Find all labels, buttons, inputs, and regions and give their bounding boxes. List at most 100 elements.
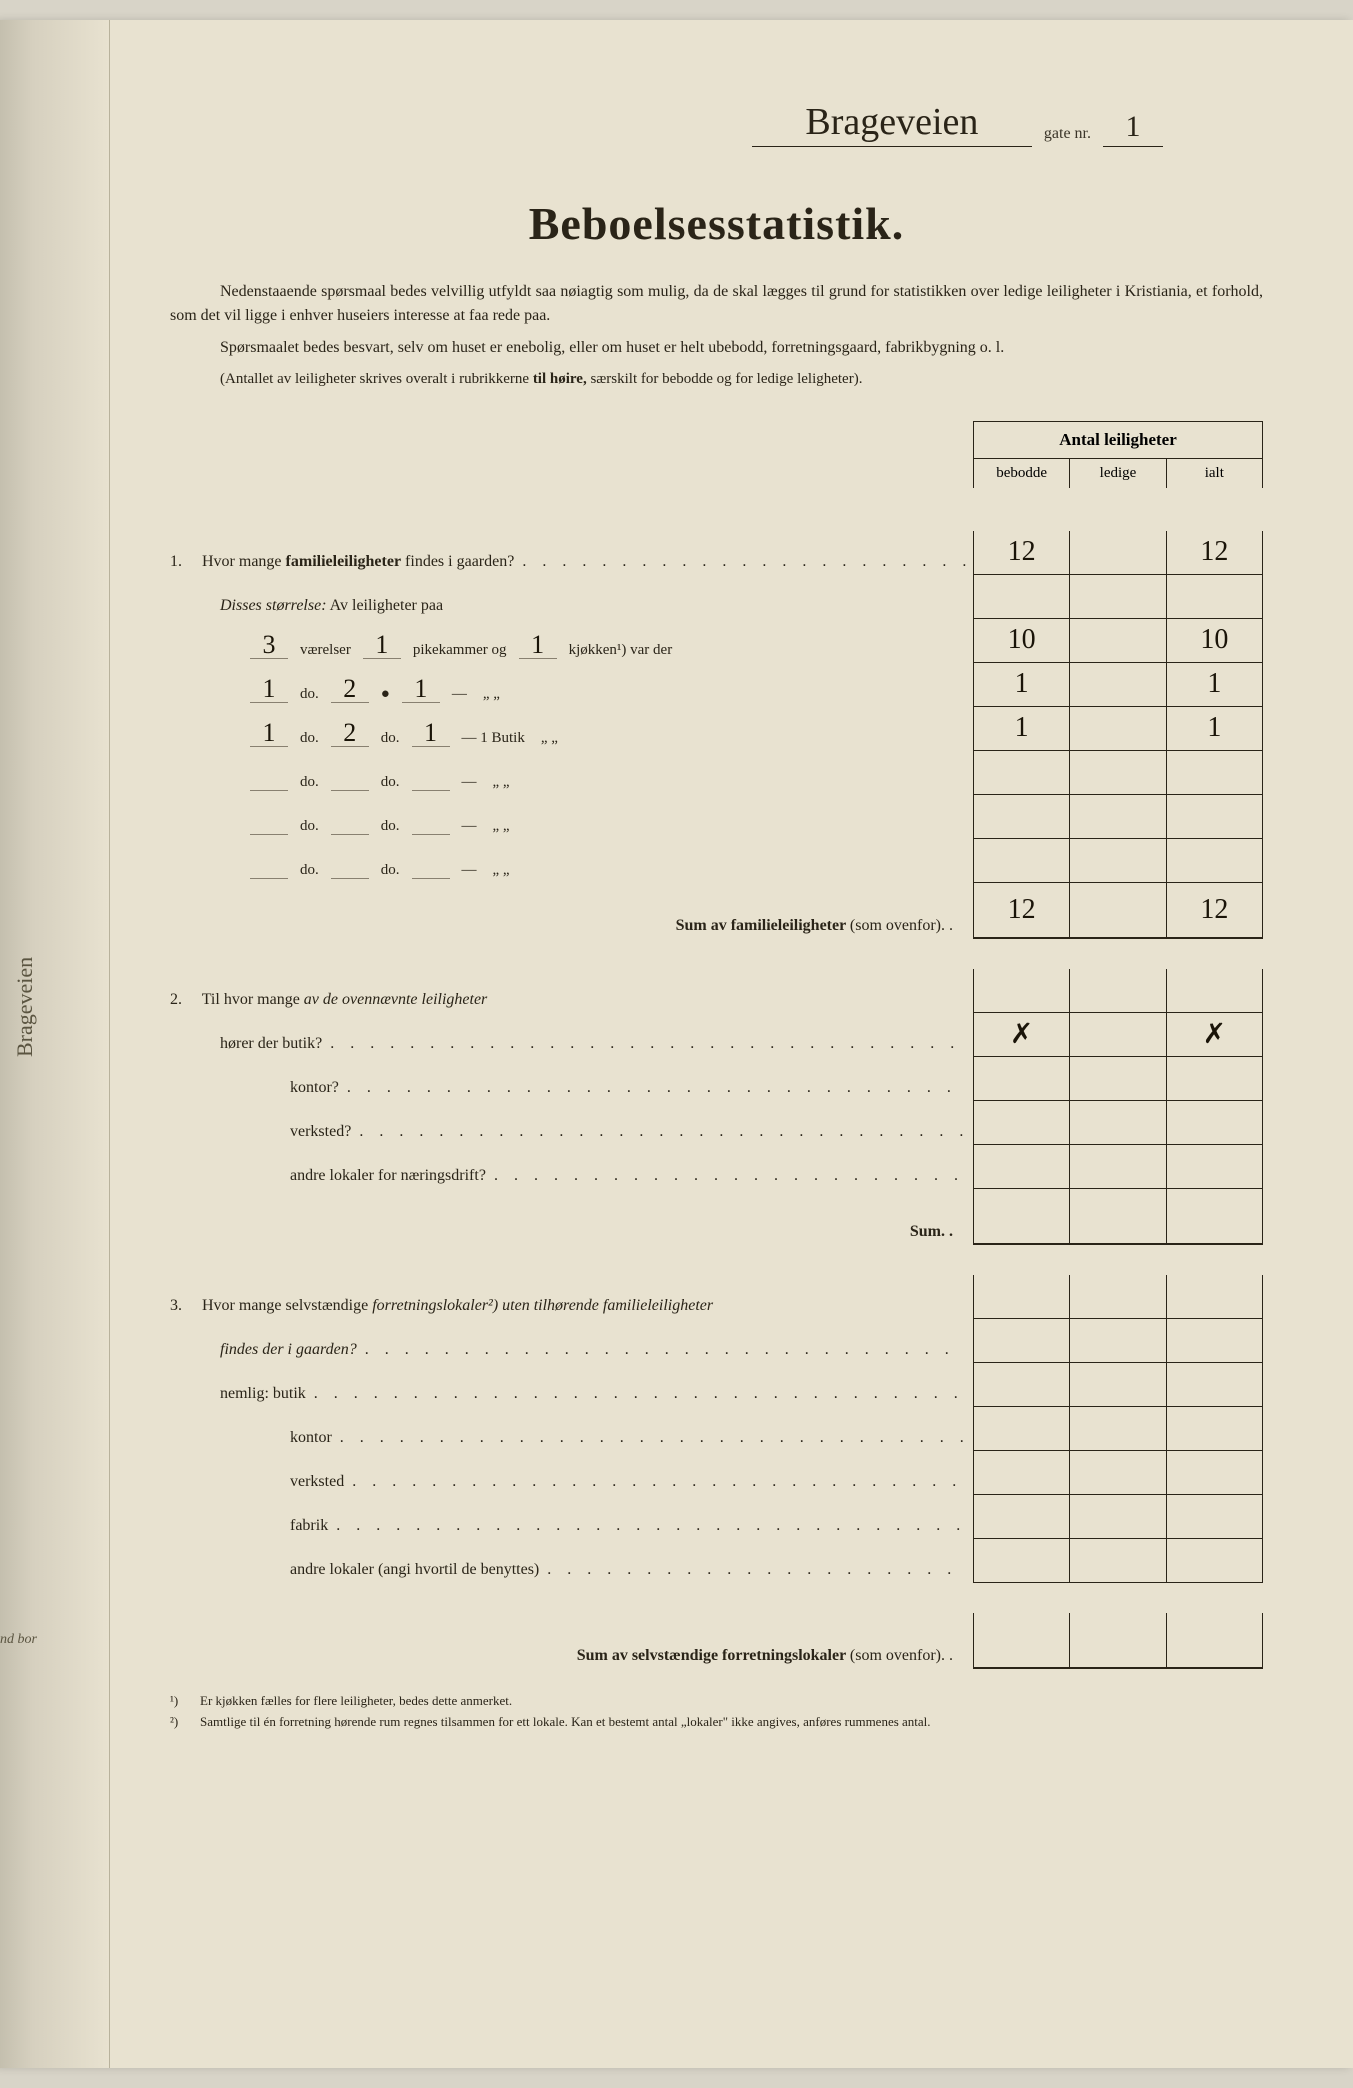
q2-num: 2. bbox=[170, 991, 198, 1009]
cell bbox=[973, 1319, 1069, 1363]
q3-sum: Sum av selvstændige forretningslokaler (… bbox=[170, 1613, 1263, 1669]
hw-vaerelser bbox=[250, 834, 288, 835]
cells bbox=[973, 1495, 1263, 1539]
q3-text-d-span: findes der i gaarden? bbox=[220, 1341, 357, 1358]
cell: 10 bbox=[973, 619, 1069, 663]
hw-vaerelser bbox=[250, 878, 288, 879]
cell bbox=[1166, 1189, 1263, 1245]
cell bbox=[1069, 531, 1165, 575]
q3-text-d: findes der i gaarden? bbox=[170, 1341, 973, 1363]
cell bbox=[973, 1363, 1069, 1407]
cell bbox=[1069, 1407, 1165, 1451]
q2-sum-text: Sum. . bbox=[170, 1223, 973, 1245]
q3-row-text: verksted bbox=[170, 1473, 973, 1495]
cells: 1 1 bbox=[973, 707, 1263, 751]
q3-row: andre lokaler (angi hvortil de benyttes) bbox=[170, 1539, 1263, 1583]
hw-vaerelser: 1 bbox=[250, 720, 288, 747]
spine-cursive: Brageveien bbox=[12, 957, 38, 1057]
q3-text-b: forretningslokaler²) bbox=[372, 1297, 498, 1314]
cell bbox=[1069, 1145, 1165, 1189]
disses-a: Disses størrelse: bbox=[220, 597, 327, 614]
q3-sum-text: Sum av selvstændige forretningslokaler (… bbox=[170, 1647, 973, 1669]
cell bbox=[1166, 1057, 1263, 1101]
cell bbox=[973, 1451, 1069, 1495]
cell bbox=[1166, 1319, 1263, 1363]
label-note: „ „ bbox=[489, 818, 514, 835]
q2-row-text: hører der butik? bbox=[170, 1035, 973, 1057]
label-note: „ „ bbox=[489, 862, 514, 879]
q1-text-a: Hvor mange bbox=[202, 553, 282, 570]
intro-p3a: (Antallet av leiligheter skrives overalt… bbox=[220, 371, 529, 387]
cells bbox=[973, 1057, 1263, 1101]
q1-size-row: do. do. — „ „ bbox=[170, 839, 1263, 883]
hw-pikekammer: 2 bbox=[331, 676, 369, 703]
label-vaerelser: do. bbox=[296, 730, 323, 747]
size-text: 1 do. 2 do. 1 — 1 Butik „ „ bbox=[170, 720, 973, 751]
cell bbox=[973, 1145, 1069, 1189]
cell bbox=[973, 795, 1069, 839]
q1-size-row: do. do. — „ „ bbox=[170, 751, 1263, 795]
label-kjokken: — bbox=[458, 862, 481, 879]
cells bbox=[973, 1145, 1263, 1189]
label-pikekammer: do. bbox=[377, 730, 404, 747]
q1-text-b: familieleiligheter bbox=[286, 553, 402, 570]
q3-row-text: kontor bbox=[170, 1429, 973, 1451]
cell: 1 bbox=[1166, 663, 1263, 707]
label-vaerelser: do. bbox=[296, 818, 323, 835]
label-vaerelser: do. bbox=[296, 686, 323, 703]
hw-vaerelser: 1 bbox=[250, 676, 288, 703]
hw-kjokken bbox=[412, 790, 450, 791]
q1-size-row: do. do. — „ „ bbox=[170, 795, 1263, 839]
cell bbox=[1166, 1275, 1263, 1319]
cell bbox=[1166, 1145, 1263, 1189]
cell: 12 bbox=[973, 531, 1069, 575]
q1-size-row: 1 do. 2 ● 1 — „ „ 1 1 bbox=[170, 663, 1263, 707]
q2-text-b: av de ovennævnte leiligheter bbox=[304, 991, 487, 1008]
cell bbox=[973, 1613, 1069, 1669]
cell bbox=[1069, 795, 1165, 839]
q1-text: 1. Hvor mange familieleiligheter findes … bbox=[170, 553, 973, 575]
q3-row: fabrik bbox=[170, 1495, 1263, 1539]
cell bbox=[1069, 1613, 1165, 1669]
label-vaerelser: do. bbox=[296, 774, 323, 791]
cell bbox=[1069, 1539, 1165, 1583]
cells bbox=[973, 795, 1263, 839]
cells: 10 10 bbox=[973, 619, 1263, 663]
q2-sum-cells bbox=[973, 1189, 1263, 1245]
label-pikekammer: do. bbox=[377, 862, 404, 879]
cell bbox=[1166, 575, 1263, 619]
intro-p1: Nedenstaaende spørsmaal bedes velvillig … bbox=[170, 280, 1263, 328]
fn1-num: ¹) bbox=[170, 1691, 190, 1711]
size-text: do. do. — „ „ bbox=[170, 862, 973, 883]
hw-kjokken bbox=[412, 878, 450, 879]
cell bbox=[1069, 1363, 1165, 1407]
label-note: „ „ bbox=[479, 686, 504, 703]
cell bbox=[1166, 1495, 1263, 1539]
cell: ✗ bbox=[973, 1013, 1069, 1057]
q2-text: 2. Til hvor mange av de ovennævnte leili… bbox=[170, 991, 973, 1013]
q1-sum-b: (som ovenfor). . bbox=[850, 917, 953, 934]
spine-label: nd bor bbox=[0, 1632, 37, 1648]
q2-row: hører der butik? ✗ ✗ bbox=[170, 1013, 1263, 1057]
q1-sum-text: Sum av familieleiligheter (som ovenfor).… bbox=[170, 917, 973, 939]
cell bbox=[973, 1189, 1069, 1245]
cell bbox=[1069, 663, 1165, 707]
cell: 12 bbox=[1166, 883, 1263, 939]
footnotes: ¹) Er kjøkken fælles for flere leilighet… bbox=[170, 1691, 1263, 1732]
cell bbox=[1166, 969, 1263, 1013]
q2-row: andre lokaler for næringsdrift? bbox=[170, 1145, 1263, 1189]
label-note: „ „ bbox=[489, 774, 514, 791]
cell bbox=[1069, 1319, 1165, 1363]
q2-row: verksted? bbox=[170, 1101, 1263, 1145]
cell: 12 bbox=[973, 883, 1069, 939]
cell bbox=[973, 1407, 1069, 1451]
cell bbox=[1166, 751, 1263, 795]
label-note: „ „ bbox=[537, 730, 562, 747]
footnote-1: ¹) Er kjøkken fælles for flere leilighet… bbox=[170, 1691, 1263, 1711]
cell bbox=[973, 839, 1069, 883]
q3-text: 3. Hvor mange selvstændige forretningslo… bbox=[170, 1297, 973, 1319]
q3-text-a: Hvor mange selvstændige bbox=[202, 1297, 368, 1314]
intro-p3: (Antallet av leiligheter skrives overalt… bbox=[170, 368, 1263, 391]
fn2-text: Samtlige til én forretning hørende rum r… bbox=[200, 1712, 931, 1732]
cell bbox=[1069, 883, 1165, 939]
